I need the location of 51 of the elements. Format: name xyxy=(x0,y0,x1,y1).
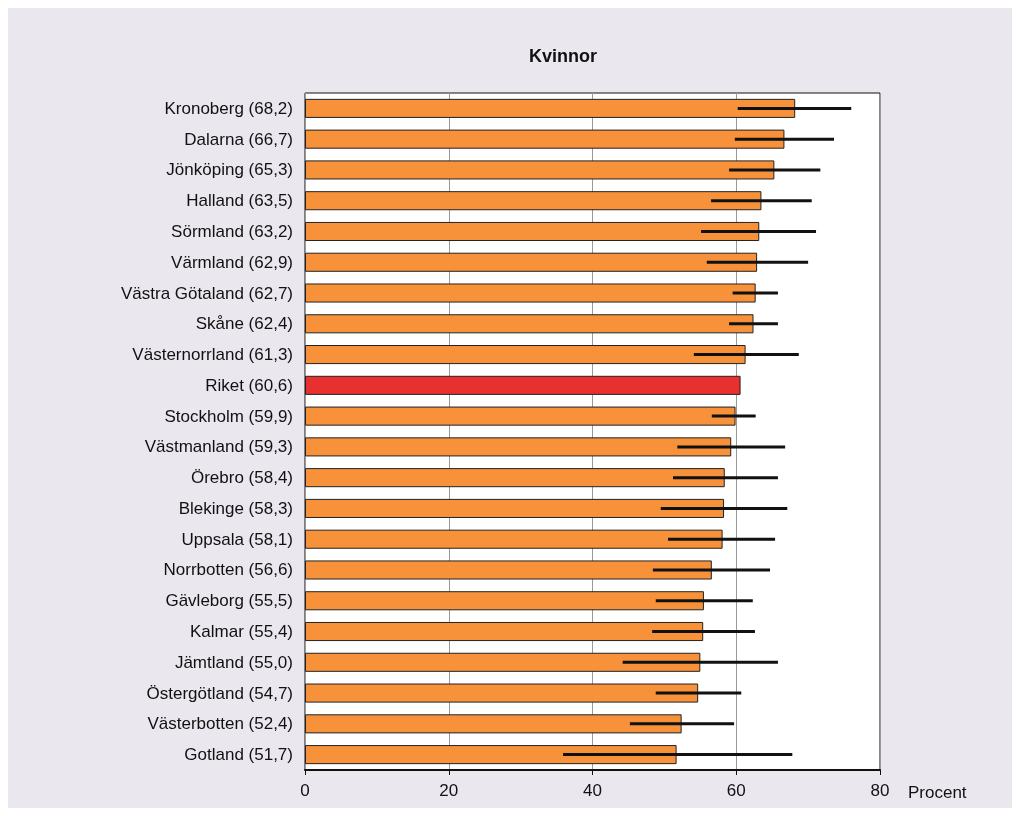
bar xyxy=(305,252,758,272)
bar xyxy=(305,221,760,242)
x-tick-label: 40 xyxy=(583,781,602,800)
bar xyxy=(305,621,704,642)
x-tick-label: 60 xyxy=(726,781,746,800)
y-tick-label: Uppsala (58,1) xyxy=(181,529,293,549)
bar xyxy=(305,345,746,365)
y-tick-label: Riket (60,6) xyxy=(205,375,293,395)
bar xyxy=(305,283,756,303)
chart-title: Kvinnor xyxy=(528,46,598,66)
y-tick-label: Halland (63,5) xyxy=(186,191,293,211)
bar xyxy=(305,652,701,672)
y-tick-label: Gävleborg (55,5) xyxy=(165,591,293,611)
bar xyxy=(305,98,796,118)
y-tick-label: Sörmland (63,2) xyxy=(171,221,293,241)
bar xyxy=(305,160,775,180)
bar xyxy=(305,191,762,211)
y-tick-label: Västmanland (59,3) xyxy=(144,437,293,457)
y-tick-label: Gotland (51,7) xyxy=(184,745,293,765)
y-tick-label: Jönköping (65,3) xyxy=(166,160,293,180)
bar xyxy=(305,714,682,734)
bar xyxy=(305,468,725,488)
bar xyxy=(305,591,704,611)
bar xyxy=(305,745,677,765)
bar xyxy=(305,498,725,518)
y-tick-label: Värmland (62,9) xyxy=(171,252,293,272)
y-tick-label: Örebro (58,4) xyxy=(190,468,293,488)
bar xyxy=(305,406,736,426)
x-axis-title: Procent xyxy=(908,783,967,802)
y-tick-label: Dalarna (66,7) xyxy=(184,129,293,149)
bar xyxy=(305,683,699,703)
bar xyxy=(305,437,732,457)
bar xyxy=(305,375,741,395)
x-tick-label: 0 xyxy=(300,781,310,800)
bar xyxy=(305,529,723,549)
y-tick-label: Norrbotten (56,6) xyxy=(163,560,293,580)
y-tick-label: Kalmar (55,4) xyxy=(190,622,293,642)
bar xyxy=(305,129,785,149)
y-tick-label: Skåne (62,4) xyxy=(195,314,293,334)
x-tick-label: 80 xyxy=(870,781,890,800)
bar xyxy=(305,314,754,334)
y-tick-label: Västra Götaland (62,7) xyxy=(121,283,293,303)
y-tick-label: Blekinge (58,3) xyxy=(178,498,293,518)
bar xyxy=(305,560,712,580)
y-tick-label: Östergötland (54,7) xyxy=(146,683,293,703)
y-tick-label: Västerbotten (52,4) xyxy=(147,714,293,734)
y-tick-label: Västernorrland (61,3) xyxy=(132,345,293,365)
y-tick-label: Stockholm (59,9) xyxy=(164,406,293,426)
y-tick-label: Jämtland (55,0) xyxy=(174,652,293,672)
y-tick-label: Kronoberg (68,2) xyxy=(164,98,293,118)
x-tick-label: 20 xyxy=(439,781,459,800)
